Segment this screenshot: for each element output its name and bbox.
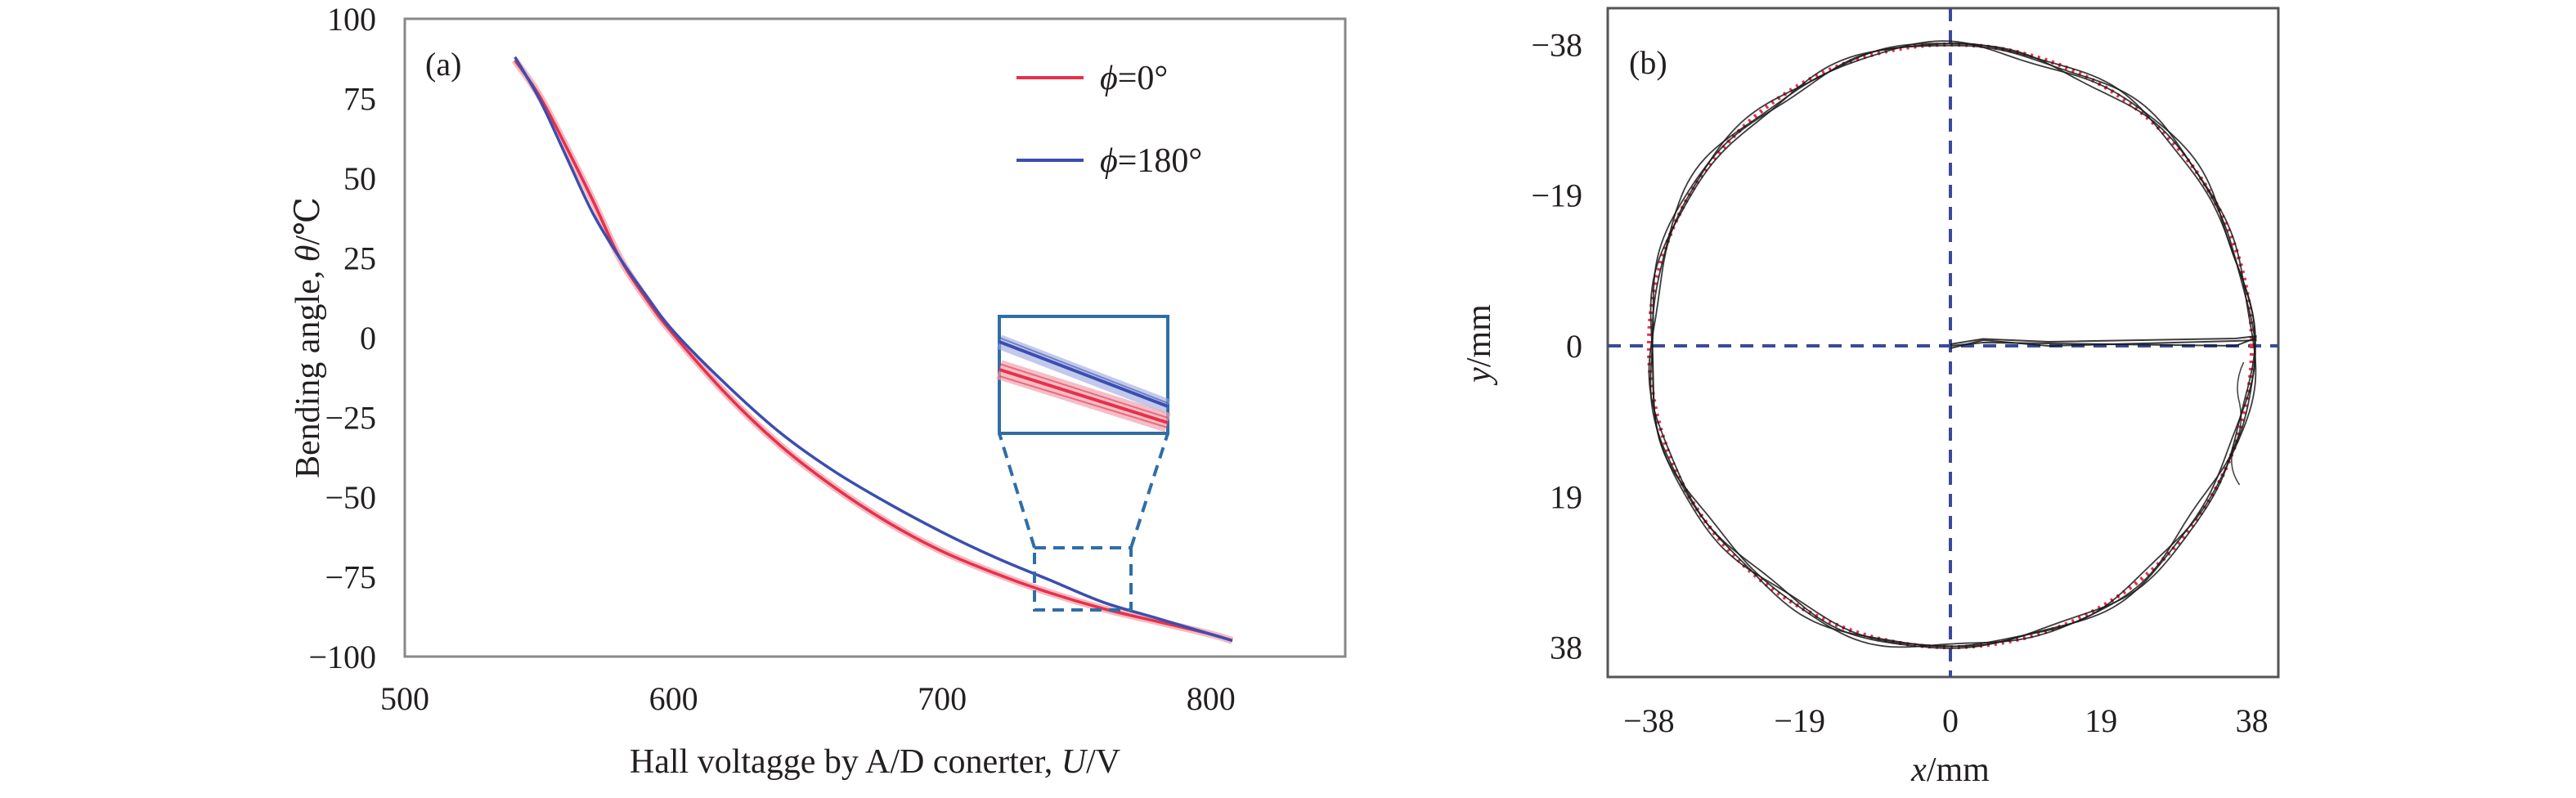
- series-group-b: [1646, 40, 2257, 650]
- y-tick-labels-b: −38 −19 0 19 38: [1531, 26, 1582, 666]
- series-line-phi-180: [514, 56, 1233, 643]
- y-tick-label: 50: [343, 160, 376, 197]
- series-line-phi-0: [514, 59, 1233, 643]
- x-axis-label-a: Hall voltagge by A/D conerter, U/V: [630, 743, 1120, 781]
- y-tick-label: −25: [325, 400, 376, 437]
- y-tick-labels-a: 100 75 50 25 0 −25 −50 −75 −100: [308, 1, 376, 675]
- y-tick-label: 0: [1566, 328, 1582, 365]
- legend-label-1: ϕ=180°: [1100, 142, 1202, 180]
- x-tick-label: 800: [1187, 680, 1236, 717]
- trajectory-loop: [1651, 40, 2256, 648]
- y-tick-label: −50: [325, 479, 376, 516]
- panel-b: (b) −38 −19 0 19 38 −38 −19 0 19 38 x/mm y/mm: [1461, 7, 2280, 789]
- y-tick-label: 25: [343, 240, 376, 277]
- plot-frame-b: [1606, 7, 2280, 679]
- x-tick-labels-b: −38 −19 0 19 38: [1623, 702, 2268, 739]
- panel-label-a: (a): [425, 46, 461, 83]
- zoom-connector-left: [998, 433, 1036, 549]
- panel-label-b: (b): [1629, 44, 1667, 81]
- legend-a: ϕ=0° ϕ=180°: [1016, 60, 1202, 180]
- x-tick-label: 600: [649, 680, 698, 717]
- x-axis-label-b: x/mm: [1910, 751, 1990, 789]
- y-tick-label: −19: [1531, 177, 1582, 214]
- x-tick-label: −19: [1774, 702, 1825, 739]
- y-tick-label: −38: [1531, 26, 1582, 63]
- radial-path: [1950, 338, 2257, 349]
- inset-blue-band: [996, 334, 1171, 414]
- zoom-inset: [996, 315, 1171, 612]
- series-group-a: [511, 56, 1234, 644]
- plot-frame-a: [403, 17, 1347, 658]
- y-axis-label-a: Bending angle, θ/℃: [289, 197, 327, 478]
- zoom-connector-right: [1129, 433, 1169, 549]
- edge-wiggle: [2231, 361, 2245, 486]
- x-tick-labels-a: 500 600 700 800: [380, 680, 1236, 717]
- y-tick-label: −75: [325, 559, 376, 596]
- zoom-region-box: [1033, 546, 1133, 612]
- y-tick-label: −100: [308, 639, 376, 675]
- y-tick-label: 100: [327, 1, 376, 38]
- x-tick-label: 0: [1942, 702, 1959, 739]
- x-tick-label: 700: [918, 680, 967, 717]
- radial-path: [1950, 335, 2257, 345]
- y-tick-label: 75: [343, 81, 376, 118]
- y-tick-label: 0: [360, 320, 376, 356]
- x-tick-label: 500: [380, 680, 429, 717]
- y-tick-label: 38: [1550, 630, 1582, 666]
- x-tick-label: 38: [2236, 702, 2269, 739]
- inset-red-band: [996, 360, 1171, 433]
- x-tick-label: 19: [2085, 702, 2117, 739]
- y-axis-label-b: y/mm: [1461, 304, 1498, 386]
- legend-label-0: ϕ=0°: [1100, 60, 1168, 97]
- x-tick-label: −38: [1623, 702, 1675, 739]
- panel-a: (a) 100 75 50 25 0 −25 −50 −75 −100 500 600 700 800…: [289, 1, 1347, 781]
- reference-circle: [1646, 42, 2255, 650]
- y-tick-label: 19: [1550, 478, 1582, 515]
